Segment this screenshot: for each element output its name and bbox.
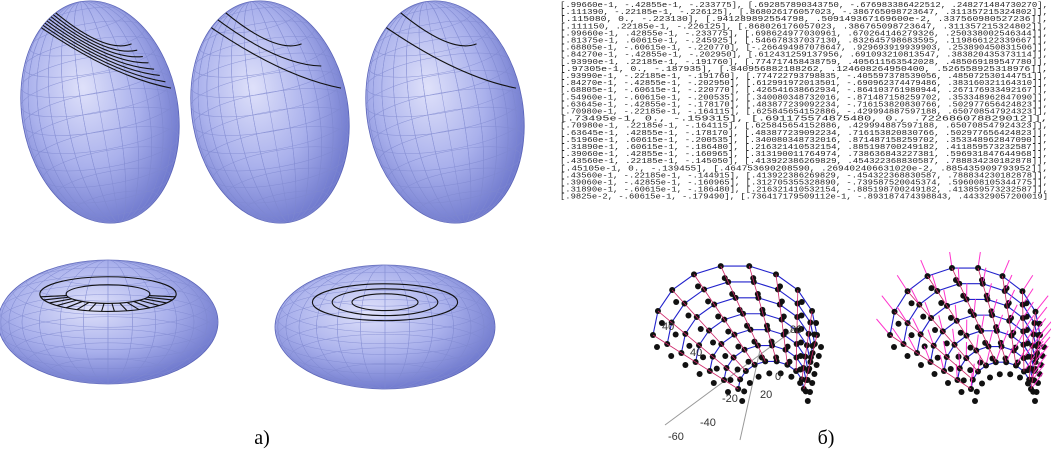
node — [813, 320, 819, 326]
node — [1030, 389, 1036, 395]
node — [747, 380, 753, 386]
panel-label: б) — [818, 427, 835, 449]
node — [715, 314, 721, 320]
node — [1032, 398, 1038, 404]
figure: а) б) [.99660e-1, -.42855e-1, -.233775],… — [0, 0, 1051, 470]
node — [727, 377, 733, 383]
node — [814, 362, 820, 368]
node — [932, 327, 938, 333]
node — [816, 353, 822, 359]
node — [766, 370, 772, 376]
axis-tick-label: -20 — [722, 393, 738, 405]
node — [905, 353, 911, 359]
node — [805, 398, 811, 404]
node — [668, 353, 674, 359]
node — [705, 298, 711, 304]
node — [896, 321, 902, 327]
node — [735, 367, 741, 373]
node — [1017, 374, 1023, 380]
panel-label: а) — [254, 427, 270, 449]
node — [987, 374, 993, 380]
node — [959, 389, 965, 395]
node — [935, 355, 941, 361]
node — [739, 398, 745, 404]
node — [920, 314, 926, 320]
node — [710, 340, 716, 346]
node — [722, 353, 728, 359]
page: {"figure": { "panel_labels": ["а)", "б)"… — [0, 0, 1051, 470]
node — [811, 371, 817, 377]
node — [725, 329, 731, 335]
node — [682, 362, 688, 368]
node — [918, 362, 924, 368]
node — [909, 332, 915, 338]
node — [797, 380, 803, 386]
node — [818, 344, 824, 350]
node — [803, 388, 809, 394]
node — [972, 398, 978, 404]
axis-tick-label: 0 — [775, 371, 781, 383]
node — [788, 374, 794, 380]
axis-tick-label: 40 — [690, 347, 702, 359]
matrix-line: [.9825e-2, -.60615e-1, -.179490], [.7364… — [560, 194, 1048, 202]
node — [698, 326, 704, 332]
surface — [0, 260, 218, 384]
node — [909, 300, 915, 306]
node — [932, 371, 938, 377]
node — [979, 381, 985, 387]
node — [756, 374, 762, 380]
node — [673, 299, 679, 305]
node — [891, 344, 897, 350]
node — [714, 366, 720, 372]
node — [974, 389, 980, 395]
node — [997, 371, 1003, 377]
node — [654, 344, 660, 350]
node — [746, 359, 752, 365]
node — [945, 380, 951, 386]
axis-tick-label: -40 — [700, 417, 716, 429]
node — [1007, 371, 1013, 377]
node — [967, 367, 973, 373]
axis-tick-label: -60 — [668, 431, 684, 443]
axis-tick-label: 80 — [790, 324, 802, 336]
axis-tick-label: 40 — [662, 321, 674, 333]
node — [735, 344, 741, 350]
axis-tick-label: 20 — [760, 389, 772, 401]
node — [695, 283, 701, 289]
node — [1025, 381, 1031, 387]
node — [697, 371, 703, 377]
node — [741, 388, 747, 394]
node — [948, 366, 954, 372]
node — [685, 313, 691, 319]
node — [711, 380, 717, 386]
